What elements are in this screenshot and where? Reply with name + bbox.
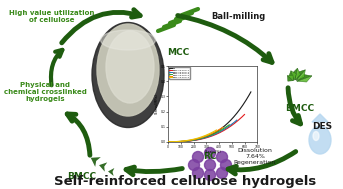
Legend: RC, B-BC-TE-10%-1, B-BC-TE-10%-2, B-BC-TE-10%-3, B-BC-TE-10%-4, B-BC-TE-10%-5: RC, B-BC-TE-10%-1, B-BC-TE-10%-2, B-BC-T… [168, 67, 190, 79]
Text: RC: RC [203, 152, 217, 161]
Circle shape [204, 170, 215, 180]
Circle shape [216, 152, 227, 163]
Circle shape [189, 160, 200, 170]
Circle shape [204, 160, 215, 170]
Polygon shape [99, 162, 107, 172]
Circle shape [221, 160, 232, 170]
Ellipse shape [97, 24, 159, 116]
Polygon shape [297, 76, 312, 82]
Polygon shape [91, 157, 101, 167]
Polygon shape [289, 71, 294, 80]
Text: MCC: MCC [167, 48, 189, 57]
X-axis label: Strain(%): Strain(%) [204, 150, 221, 154]
Text: DES: DES [312, 122, 332, 131]
Polygon shape [295, 68, 300, 80]
Ellipse shape [309, 126, 331, 154]
Polygon shape [287, 75, 294, 81]
Ellipse shape [106, 31, 154, 103]
Ellipse shape [100, 30, 155, 50]
Circle shape [192, 167, 203, 178]
Y-axis label: Stress(MPa): Stress(MPa) [155, 94, 159, 114]
Polygon shape [297, 74, 312, 81]
Text: High value utilization
of cellulose: High value utilization of cellulose [9, 10, 95, 23]
Ellipse shape [313, 132, 319, 140]
Polygon shape [296, 70, 305, 81]
Polygon shape [108, 168, 114, 176]
Polygon shape [296, 70, 305, 81]
Polygon shape [291, 71, 296, 80]
Polygon shape [287, 76, 294, 81]
Polygon shape [312, 114, 328, 122]
Text: Physical and
chemical crosslinked
hydrogels: Physical and chemical crosslinked hydrog… [3, 82, 86, 102]
Ellipse shape [92, 22, 164, 128]
Text: Dissolution
7.64%
Regeneration: Dissolution 7.64% Regeneration [234, 148, 276, 165]
Polygon shape [293, 68, 297, 80]
Circle shape [192, 152, 203, 163]
Text: Ball-milling: Ball-milling [211, 12, 265, 21]
Circle shape [204, 147, 215, 159]
Circle shape [216, 167, 227, 178]
Text: Self-reinforced cellulose hydrogels: Self-reinforced cellulose hydrogels [54, 175, 316, 188]
Text: BMCC: BMCC [285, 104, 315, 113]
Text: BMCC: BMCC [68, 172, 97, 181]
